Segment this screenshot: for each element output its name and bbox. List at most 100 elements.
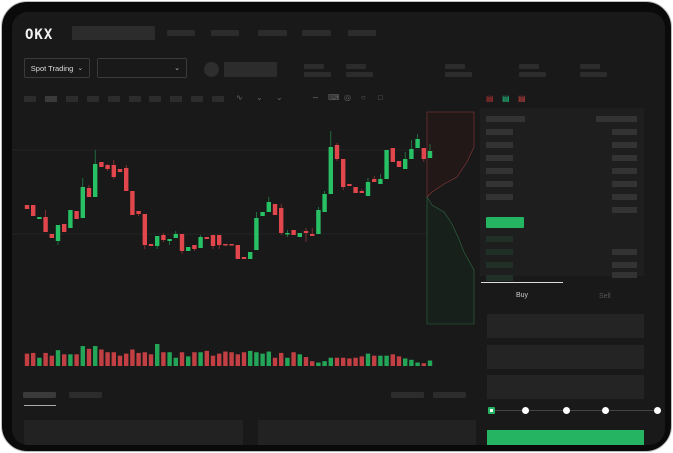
candle [148,244,154,246]
volume-bar [124,353,129,366]
candle [384,150,389,179]
buy-tab[interactable]: Buy [516,292,529,299]
tab-order-history[interactable] [69,392,102,398]
slider-step-100[interactable] [654,407,661,414]
volume-bar [192,352,197,366]
price-input[interactable] [487,314,644,338]
draw-line-icon[interactable]: ∼ [312,93,319,102]
market-type-label: Spot Trading [30,63,74,73]
amount-input[interactable] [487,345,644,369]
fullscreen-icon[interactable]: □ [378,93,383,102]
ask-price [486,142,513,148]
settings-icon[interactable]: ⌄ [276,93,283,102]
chevron-down-icon: ⌄ [77,65,84,72]
bid-size [612,262,637,268]
nav-item-1[interactable] [167,30,195,36]
okx-logo[interactable]: OKX [25,27,54,43]
indicator-icon[interactable]: ∿ [236,93,243,102]
candle [217,235,222,245]
candle [372,179,377,182]
nav-item-3[interactable] [258,30,287,36]
volume-bar [130,349,135,366]
interval-option[interactable] [129,96,141,102]
stat-label [304,64,324,69]
ask-size [612,207,637,213]
slider-handle[interactable] [488,407,495,414]
interval-option[interactable] [149,96,161,102]
price-placeholder [224,62,277,77]
stat-value [304,72,331,77]
order-book-asks-icon[interactable]: ▤ [518,94,526,103]
interval-option[interactable] [170,96,182,102]
volume-bar [167,352,172,366]
candle [43,217,48,232]
volume-bar [279,352,284,366]
sell-tab[interactable]: Sell [599,293,611,300]
order-book-bids-icon[interactable]: ▤ [502,94,510,103]
market-type-dropdown[interactable]: Spot Trading ⌄ [24,58,90,78]
buy-button[interactable] [487,430,644,445]
volume-bar [347,358,352,366]
total-input[interactable] [487,375,644,399]
interval-option[interactable] [108,96,120,102]
bid-price [486,236,513,242]
interval-option[interactable] [191,96,203,102]
assets-panel [258,420,476,445]
candle [272,204,278,215]
slider-step-75[interactable] [602,407,609,414]
pair-dropdown[interactable]: ⌄ [97,58,187,78]
interval-option-active[interactable] [45,96,57,102]
candle [235,245,240,259]
chevron-down-icon: ⌄ [174,65,180,72]
volume-bar [328,357,333,366]
candle [161,235,166,240]
interval-option[interactable] [66,96,78,102]
volume-bar [155,344,160,366]
pencil-icon[interactable]: ⌨ [328,93,340,102]
candle [99,162,104,167]
interval-option[interactable] [212,96,224,102]
candle [210,235,216,246]
last-price-badge [486,217,524,228]
nav-item-5[interactable] [348,30,376,36]
volume-bar [173,357,178,366]
order-book-header [486,116,525,122]
candle [279,208,284,233]
nav-item-2[interactable] [211,30,239,36]
bid-size [612,272,637,278]
volume-bar [142,352,147,366]
target-icon[interactable]: ◎ [344,93,351,102]
amount-slider[interactable] [492,410,658,411]
candle [173,234,178,238]
ask-size [612,142,637,148]
candlestick-chart[interactable] [12,12,665,445]
order-book-both-icon[interactable]: ▤ [486,94,494,103]
tab-open-orders[interactable] [23,392,56,398]
candle [260,212,265,216]
bid-size [612,249,637,255]
search-bar-placeholder[interactable] [72,26,155,40]
interval-option[interactable] [24,96,36,102]
volume-bar [378,355,383,366]
nav-item-4[interactable] [302,30,331,36]
slider-step-25[interactable] [522,407,529,414]
candle [322,194,327,212]
volume-bar [117,355,123,366]
volume-bar [105,352,110,366]
volume-bar [396,356,402,366]
volume-bar [93,346,98,366]
candle [328,147,333,194]
clock-icon[interactable]: ○ [361,93,366,102]
candle [155,236,160,246]
chart-type-icon[interactable]: ⌄ [256,93,263,102]
bottom-action[interactable] [433,392,466,398]
candle [241,257,247,259]
candle [310,234,315,236]
candle [186,247,191,251]
candle [86,188,92,197]
candle [427,151,433,158]
interval-option[interactable] [87,96,99,102]
slider-step-50[interactable] [563,407,570,414]
volume-bar [266,351,271,366]
bottom-action[interactable] [391,392,424,398]
